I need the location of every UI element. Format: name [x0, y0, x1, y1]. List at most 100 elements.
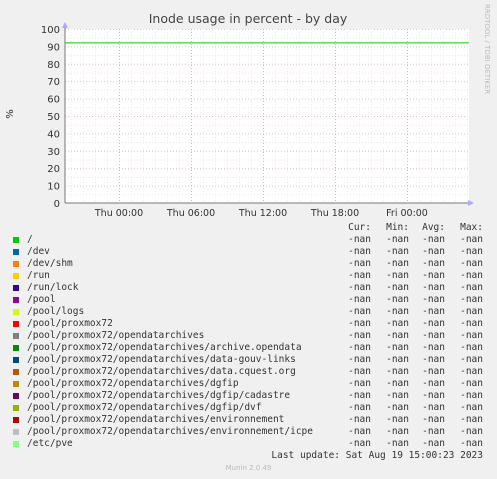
- legend-row: /pool/proxmox72/opendatarchives/dgfip/ca…: [0, 390, 497, 402]
- legend-value-avg: -nan: [422, 234, 445, 245]
- legend-value-cur: -nan: [348, 354, 371, 365]
- legend-row: /dev -nan -nan -nan -nan: [0, 246, 497, 258]
- legend-row: /pool/proxmox72/opendatarchives/environn…: [0, 414, 497, 426]
- legend-row: /pool/proxmox72/opendatarchives/archive.…: [0, 342, 497, 354]
- header-avg: Avg:: [422, 222, 445, 233]
- legend-value-min: -nan: [386, 330, 409, 341]
- chart-title: Inode usage in percent - by day: [149, 11, 348, 26]
- y-tick-label: 20: [47, 164, 60, 175]
- legend-row: /dev/shm -nan -nan -nan -nan: [0, 258, 497, 270]
- legend-value-max: -nan: [460, 402, 483, 413]
- legend-value-min: -nan: [386, 282, 409, 293]
- y-tick-label: 40: [47, 129, 60, 140]
- legend-name: /pool/proxmox72/opendatarchives/dgfip: [27, 378, 239, 389]
- legend-swatch: [13, 405, 19, 411]
- legend-value-cur: -nan: [348, 318, 371, 329]
- legend-value-avg: -nan: [422, 318, 445, 329]
- y-axis-ticks: 0 10 20 30 40 50 60 70 80 90 100: [41, 25, 60, 210]
- legend-value-max: -nan: [460, 294, 483, 305]
- legend-swatch: [13, 249, 19, 255]
- y-tick-label: 70: [47, 77, 60, 88]
- y-tick-label: 0: [54, 199, 60, 210]
- legend-swatch: [13, 417, 19, 423]
- legend-value-cur: -nan: [348, 438, 371, 449]
- legend-value-cur: -nan: [348, 258, 371, 269]
- legend-swatch: [13, 309, 19, 315]
- last-update: Last update: Sat Aug 19 15:00:23 2023: [271, 450, 483, 461]
- legend-value-avg: -nan: [422, 366, 445, 377]
- x-tick-label: Fri 00:00: [386, 208, 428, 219]
- grid: [65, 29, 469, 203]
- x-tick-label: Thu 00:00: [94, 208, 143, 219]
- legend-value-avg: -nan: [422, 414, 445, 425]
- legend-row: /etc/pve -nan -nan -nan -nan: [0, 438, 497, 450]
- legend-name: /pool/proxmox72/opendatarchives/environn…: [27, 414, 285, 425]
- legend-row: /pool/proxmox72/opendatarchives/data-gou…: [0, 354, 497, 366]
- legend-value-max: -nan: [460, 234, 483, 245]
- y-tick-label: 60: [47, 95, 60, 106]
- legend-name: /pool/proxmox72/opendatarchives/archive.…: [27, 342, 302, 353]
- legend-value-max: -nan: [460, 246, 483, 257]
- legend-value-min: -nan: [386, 258, 409, 269]
- legend-value-avg: -nan: [422, 282, 445, 293]
- legend-swatch: [13, 345, 19, 351]
- legend-value-min: -nan: [386, 426, 409, 437]
- legend-value-avg: -nan: [422, 270, 445, 281]
- legend-swatch: [13, 393, 19, 399]
- legend-value-avg: -nan: [422, 294, 445, 305]
- legend-value-cur: -nan: [348, 378, 371, 389]
- legend-value-avg: -nan: [422, 378, 445, 389]
- legend-value-max: -nan: [460, 270, 483, 281]
- legend-value-avg: -nan: [422, 426, 445, 437]
- inode-usage-chart: Inode usage in percent - by day % 0 10 20 3…: [5, 11, 474, 219]
- legend-row: /pool/proxmox72/opendatarchives/dgfip -na…: [0, 378, 497, 390]
- legend-value-min: -nan: [386, 246, 409, 257]
- legend-swatch: [13, 369, 19, 375]
- header-min: Min:: [386, 222, 409, 233]
- legend-value-avg: -nan: [422, 390, 445, 401]
- legend-value-max: -nan: [460, 258, 483, 269]
- y-tick-label: 100: [41, 25, 60, 36]
- legend-value-cur: -nan: [348, 366, 371, 377]
- legend-value-cur: -nan: [348, 330, 371, 341]
- legend-name: /pool/logs: [27, 306, 85, 317]
- legend-name: /pool/proxmox72/opendatarchives: [27, 330, 205, 341]
- legend-value-min: -nan: [386, 438, 409, 449]
- legend-value-avg: -nan: [422, 342, 445, 353]
- legend-value-cur: -nan: [348, 282, 371, 293]
- legend-name: /pool/proxmox72/opendatarchives/dgfip/dv…: [27, 402, 262, 413]
- legend-swatch: [13, 261, 19, 267]
- legend-value-cur: -nan: [348, 414, 371, 425]
- legend-value-max: -nan: [460, 438, 483, 449]
- y-tick-label: 80: [47, 60, 60, 71]
- rrdtool-side-label: RRDTOOL / TOBI OETIKER: [483, 4, 491, 95]
- legend-value-min: -nan: [386, 366, 409, 377]
- legend-value-min: -nan: [386, 234, 409, 245]
- legend-value-avg: -nan: [422, 246, 445, 257]
- legend-value-cur: -nan: [348, 306, 371, 317]
- x-axis-ticks: Thu 00:00 Thu 06:00 Thu 12:00 Thu 18:00 Fri …: [94, 208, 428, 219]
- x-tick-label: Thu 12:00: [238, 208, 287, 219]
- legend-swatch: [13, 441, 19, 447]
- legend-value-cur: -nan: [348, 402, 371, 413]
- legend-value-avg: -nan: [422, 330, 445, 341]
- legend-row: / -nan -nan -nan -nan: [0, 234, 497, 246]
- legend-row: /pool/logs -nan -nan -nan -nan: [0, 306, 497, 318]
- legend-value-min: -nan: [386, 414, 409, 425]
- header-cur: Cur:: [348, 222, 371, 233]
- x-tick-label: Thu 06:00: [166, 208, 215, 219]
- y-tick-label: 90: [47, 42, 60, 53]
- legend-row: /pool/proxmox72 -nan -nan -nan -nan: [0, 318, 497, 330]
- legend-value-max: -nan: [460, 414, 483, 425]
- legend-value-min: -nan: [386, 306, 409, 317]
- legend-name: /: [27, 234, 33, 245]
- legend-value-cur: -nan: [348, 234, 371, 245]
- legend-value-min: -nan: [386, 378, 409, 389]
- legend-value-min: -nan: [386, 294, 409, 305]
- legend-swatch: [13, 381, 19, 387]
- legend-name: /pool/proxmox72/opendatarchives/dgfip/ca…: [27, 390, 291, 401]
- legend-row: /pool -nan -nan -nan -nan: [0, 294, 497, 306]
- y-axis-arrow-icon: [62, 22, 68, 28]
- legend-name: /run: [27, 270, 50, 281]
- legend-value-max: -nan: [460, 330, 483, 341]
